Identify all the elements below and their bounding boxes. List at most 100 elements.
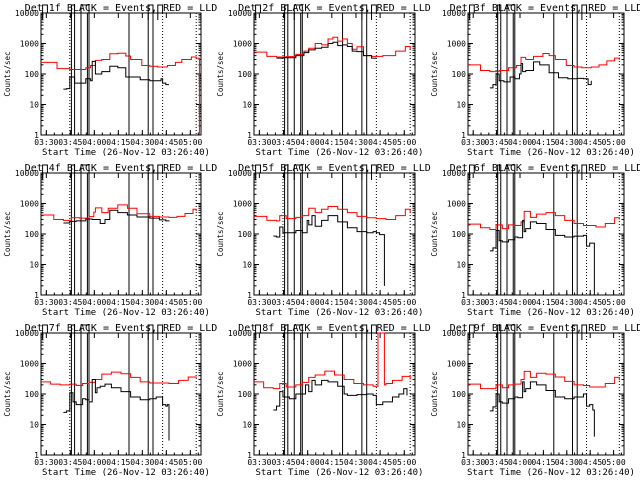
- x-tick-label: 03:45: [58, 298, 82, 307]
- panel-det-2: 1 10 100 1000 10000 03:30 03:45 04:00 04:15 04:30…: [216, 3, 431, 158]
- y-tick-label: 10: [242, 101, 252, 110]
- x-axis-label: Start Time (26-Nov-12 03:26:40): [42, 308, 210, 318]
- x-tick-label: 04:30: [555, 298, 579, 307]
- panel-det-9: 1 10 100 1000 10000 03:30 03:45 04:00 04:15 04:30…: [430, 323, 640, 478]
- interval-bracket: [293, 164, 303, 180]
- y-tick-label: 10: [242, 261, 252, 270]
- plot-frame: [253, 12, 416, 136]
- x-tick-label: 04:45: [154, 458, 178, 467]
- x-tick-label: 04:45: [368, 138, 392, 147]
- x-tick-label: 05:00: [392, 138, 416, 147]
- x-tick-label: 04:00: [296, 298, 320, 307]
- interval-bracket: [284, 164, 289, 180]
- x-axis-label: Start Time (26-Nov-12 03:26:40): [467, 148, 635, 158]
- y-tick-label: 100: [452, 230, 467, 239]
- x-tick-label: 04:30: [344, 298, 368, 307]
- y-axis-label: Counts/sec: [430, 371, 439, 416]
- series-lld: [468, 210, 620, 231]
- series-events: [273, 379, 408, 411]
- interval-bracket: [506, 4, 516, 20]
- interval-bracket: [293, 324, 303, 340]
- panel-title: Det 8f BLACK = Events, RED = LLD: [238, 323, 431, 334]
- panel-title: Det 5f BLACK = Events, RED = LLD: [238, 163, 431, 174]
- interval-bracket: [70, 324, 76, 340]
- panel-det-8: 1 10 100 1000 10000 03:30 03:45 04:00 04:15 04:30…: [216, 323, 431, 478]
- interval-bracket: [255, 164, 261, 180]
- panel-title: Det 9f BLACK = Events, RED = LLD: [450, 323, 640, 334]
- interval-bracket: [506, 324, 516, 340]
- panel-det-4: 1 10 100 1000 10000 03:30 03:45 04:00 04:15 04:30…: [3, 163, 217, 318]
- y-tick-label: 100: [25, 230, 40, 239]
- x-tick-label: 03:30: [34, 298, 58, 307]
- panel-det-3: 1 10 100 1000 10000 03:30 03:45 04:00 04:15 04:30…: [430, 3, 640, 158]
- interval-bracket: [497, 164, 502, 180]
- x-tick-label: 03:45: [485, 458, 509, 467]
- interval-bracket: [371, 164, 377, 180]
- x-tick-label: 04:30: [555, 458, 579, 467]
- plot-frame: [467, 12, 625, 136]
- x-axis-label: Start Time (26-Nov-12 03:26:40): [256, 148, 424, 158]
- series-lld: [41, 204, 197, 221]
- y-tick-label: 10: [242, 421, 252, 430]
- x-tick-label: 03:30: [461, 458, 485, 467]
- series-lld: [254, 205, 411, 222]
- x-tick-label: 03:30: [34, 458, 58, 467]
- y-tick-label: 1: [247, 131, 252, 140]
- x-tick-label: 03:30: [461, 138, 485, 147]
- x-tick-label: 04:00: [296, 138, 320, 147]
- series-lld: [254, 36, 411, 58]
- plot-frame: [253, 332, 416, 456]
- interval-bracket: [284, 324, 289, 340]
- x-tick-label: 05:00: [392, 458, 416, 467]
- x-tick-label: 04:00: [82, 298, 106, 307]
- series-lld: [468, 53, 620, 73]
- x-tick-label: 04:30: [344, 458, 368, 467]
- series-lld: [41, 52, 200, 135]
- x-axis-label: Start Time (26-Nov-12 03:26:40): [256, 468, 424, 478]
- series-lld: [254, 332, 411, 390]
- y-tick-label: 1: [461, 451, 466, 460]
- x-tick-label: 04:30: [130, 138, 154, 147]
- series-events: [273, 215, 385, 286]
- x-tick-label: 03:30: [247, 458, 271, 467]
- plot-frame: [40, 12, 202, 136]
- x-tick-label: 04:00: [508, 138, 532, 147]
- interval-bracket: [147, 4, 154, 20]
- y-tick-label: 1: [34, 451, 39, 460]
- y-axis-label: Counts/sec: [3, 51, 12, 96]
- interval-bracket: [581, 4, 588, 20]
- y-tick-label: 1: [34, 131, 39, 140]
- y-tick-label: 1: [34, 291, 39, 300]
- x-tick-label: 04:00: [508, 458, 532, 467]
- y-tick-label: 1: [247, 451, 252, 460]
- y-tick-label: 1000: [20, 40, 39, 49]
- interval-bracket: [284, 4, 289, 20]
- x-tick-label: 05:00: [602, 458, 626, 467]
- y-tick-label: 10000: [442, 329, 466, 338]
- x-tick-label: 04:15: [106, 458, 130, 467]
- y-tick-label: 10: [456, 101, 466, 110]
- y-tick-label: 1000: [233, 40, 252, 49]
- x-tick-label: 05:00: [178, 298, 202, 307]
- plot-frame: [40, 172, 202, 296]
- x-tick-label: 03:45: [271, 458, 295, 467]
- interval-bracket: [293, 4, 303, 20]
- x-tick-label: 03:45: [485, 138, 509, 147]
- interval-bracket: [469, 164, 475, 180]
- x-tick-label: 04:15: [320, 458, 344, 467]
- x-tick-label: 04:30: [344, 138, 368, 147]
- x-tick-label: 04:00: [508, 298, 532, 307]
- y-tick-label: 1000: [20, 360, 39, 369]
- interval-bracket: [70, 4, 76, 20]
- y-tick-label: 100: [25, 390, 40, 399]
- interval-bracket: [361, 4, 368, 20]
- y-axis-label: Counts/sec: [3, 211, 12, 256]
- x-tick-label: 04:15: [106, 298, 130, 307]
- x-tick-label: 03:45: [58, 458, 82, 467]
- x-tick-label: 05:00: [178, 138, 202, 147]
- x-tick-label: 04:15: [106, 138, 130, 147]
- x-tick-label: 05:00: [178, 458, 202, 467]
- interval-bracket: [147, 164, 154, 180]
- x-tick-label: 03:30: [461, 298, 485, 307]
- x-tick-label: 04:30: [130, 458, 154, 467]
